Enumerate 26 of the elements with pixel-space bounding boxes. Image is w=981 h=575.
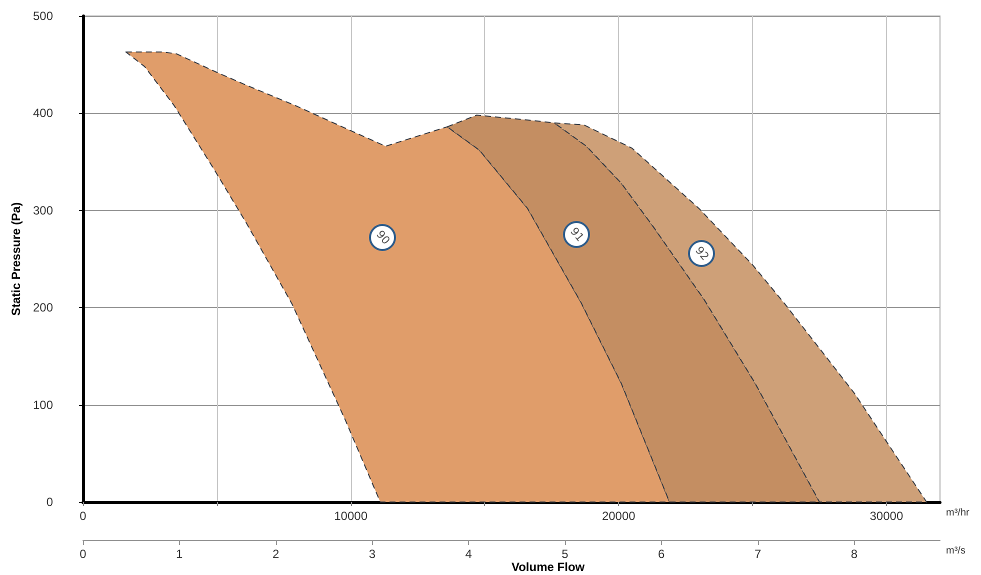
y-tick-label: 200 xyxy=(32,300,54,315)
x2-tick-label: 3 xyxy=(368,547,376,561)
x2-tick-label: 7 xyxy=(754,547,762,561)
y-axis-title: Static Pressure (Pa) xyxy=(9,202,24,316)
x2-tick-label: 4 xyxy=(465,547,472,561)
x2-tick-label: 5 xyxy=(562,547,569,561)
x2-tick-label: 6 xyxy=(658,547,666,561)
x-tick-label: 0 xyxy=(80,509,87,523)
y-tick-label: 100 xyxy=(32,398,54,412)
x2-tick-label: 2 xyxy=(272,547,280,561)
series-label: 91 xyxy=(567,224,586,244)
x2-tick-label: 1 xyxy=(176,547,184,561)
x2-tick-label: 0 xyxy=(80,547,87,561)
x-axis-title: Volume Flow xyxy=(511,560,586,574)
y-tick-label: 300 xyxy=(32,203,54,218)
x-tick-label: 30000 xyxy=(870,509,904,523)
y-tick-label: 500 xyxy=(32,9,54,23)
text: m³/s xyxy=(946,546,966,556)
text: m³/hr xyxy=(946,508,970,518)
y-tick-label: 400 xyxy=(32,106,54,120)
x-tick-label: 20000 xyxy=(602,509,636,523)
x2-tick-label: 8 xyxy=(850,547,858,561)
x-tick-label: 10000 xyxy=(334,509,368,523)
series-label: 90 xyxy=(373,228,392,248)
y-tick-label: 0 xyxy=(46,495,54,509)
series-label: 92 xyxy=(692,244,711,264)
